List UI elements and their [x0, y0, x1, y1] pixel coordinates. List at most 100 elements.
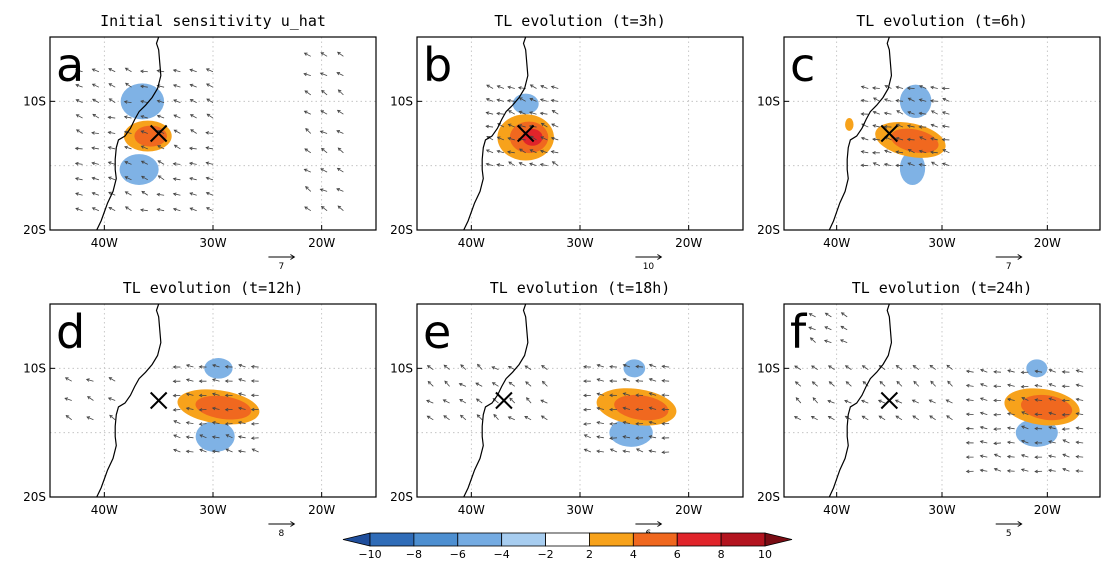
wind-vector-head — [320, 147, 325, 152]
wind-vector — [91, 132, 99, 134]
wind-vector — [824, 326, 832, 331]
wind-vector — [541, 415, 548, 421]
wind-vector-head — [912, 364, 917, 369]
wind-vector — [529, 98, 537, 102]
wind-vector-head — [189, 114, 194, 118]
wind-vector-head — [872, 97, 877, 101]
panel-letter: d — [56, 305, 85, 359]
wind-vector-head — [622, 449, 627, 453]
wind-vector-head — [320, 205, 325, 210]
wind-vector — [124, 161, 132, 165]
wind-vector-head — [173, 144, 178, 149]
wind-vector — [173, 178, 181, 181]
wind-vector — [649, 364, 657, 368]
wind-vector-head — [979, 440, 984, 444]
wind-vector — [596, 421, 604, 425]
wind-vector-head — [91, 83, 96, 87]
wind-vector-head — [883, 124, 888, 129]
wind-vector — [980, 440, 988, 444]
wind-vector — [206, 98, 214, 103]
wind-vector — [862, 415, 869, 421]
wind-vector — [336, 72, 344, 76]
x-tick-label: 20W — [675, 236, 702, 250]
wind-vector — [861, 99, 869, 102]
wind-vector-head — [794, 365, 798, 369]
reference-vector-head — [1017, 521, 1023, 527]
panel-letter: a — [56, 38, 84, 92]
wind-vector-head — [157, 175, 162, 179]
wind-vector — [305, 186, 312, 192]
wind-vector — [540, 163, 548, 167]
wind-vector-head — [840, 325, 845, 330]
wind-vector-head — [907, 111, 912, 115]
wind-vector-head — [337, 147, 342, 151]
wind-vector — [92, 192, 100, 196]
wind-vector — [1048, 426, 1056, 430]
wind-vector-head — [941, 124, 946, 129]
wind-vector — [519, 162, 526, 167]
wind-vector — [212, 364, 220, 368]
y-tick-label: 20S — [390, 223, 413, 237]
wind-vector — [1021, 440, 1029, 444]
wind-vector — [50, 380, 51, 382]
wind-vector — [337, 51, 344, 57]
wind-vector — [140, 70, 148, 73]
wind-vector-head — [895, 85, 900, 90]
wind-vector-head — [1007, 369, 1011, 373]
wind-vector — [238, 407, 246, 410]
wind-vector-head — [993, 384, 997, 388]
wind-vector-head — [189, 83, 194, 88]
wind-vector-head — [895, 163, 899, 168]
wind-vector-head — [319, 188, 324, 192]
wind-vector — [124, 116, 132, 119]
wind-vector — [92, 83, 100, 88]
wind-vector-head — [529, 111, 533, 115]
wind-vector — [92, 207, 100, 212]
wind-vector — [649, 450, 657, 453]
reference-vector-label: 7 — [279, 262, 285, 272]
wind-vector — [1035, 370, 1043, 373]
wind-vector — [873, 111, 880, 115]
wind-vector — [841, 312, 848, 318]
wind-vector-head — [946, 415, 950, 419]
wind-vector — [173, 420, 181, 425]
wind-vector-head — [305, 186, 309, 190]
y-tick-label: 10S — [757, 361, 780, 375]
colorbar-label: −10 — [358, 548, 381, 561]
wind-vector — [507, 137, 515, 141]
wind-vector-head — [238, 392, 242, 396]
panel-title: TL evolution (t=3h) — [494, 12, 666, 30]
wind-vector-head — [336, 72, 341, 76]
wind-vector — [212, 450, 220, 453]
wind-vector — [109, 98, 116, 103]
wind-vector — [509, 397, 516, 404]
wind-vector — [980, 469, 988, 472]
wind-vector — [508, 110, 515, 115]
wind-vector — [784, 402, 785, 404]
wind-vector-head — [486, 84, 490, 88]
wind-vector — [173, 449, 181, 453]
wind-vector — [1076, 441, 1084, 444]
wind-vector-head — [993, 370, 997, 374]
wind-vector-head — [812, 397, 817, 401]
wind-vector-head — [946, 364, 951, 369]
wind-vector-head — [64, 397, 69, 401]
wind-vector — [828, 365, 835, 370]
wind-vector-head — [661, 407, 665, 412]
wind-vector-head — [508, 161, 512, 165]
wind-vector-head — [808, 313, 813, 317]
wind-vector — [173, 193, 181, 196]
colorbar-box — [369, 532, 415, 547]
wind-vector-head — [140, 84, 144, 89]
wind-vector-head — [918, 85, 923, 89]
wind-vector — [1007, 427, 1015, 430]
wind-vector — [108, 176, 116, 181]
wind-vector-head — [86, 416, 91, 420]
wind-vector — [226, 434, 233, 439]
wind-vector — [443, 399, 450, 404]
wind-vector — [1007, 441, 1015, 444]
wind-vector-head — [551, 161, 556, 165]
panel-c: 40W 30W 20W 10S 20S TL evolution (t=6h) c 7 — [757, 12, 1101, 272]
x-tick-label: 20W — [308, 503, 335, 517]
wind-vector-head — [123, 115, 128, 119]
